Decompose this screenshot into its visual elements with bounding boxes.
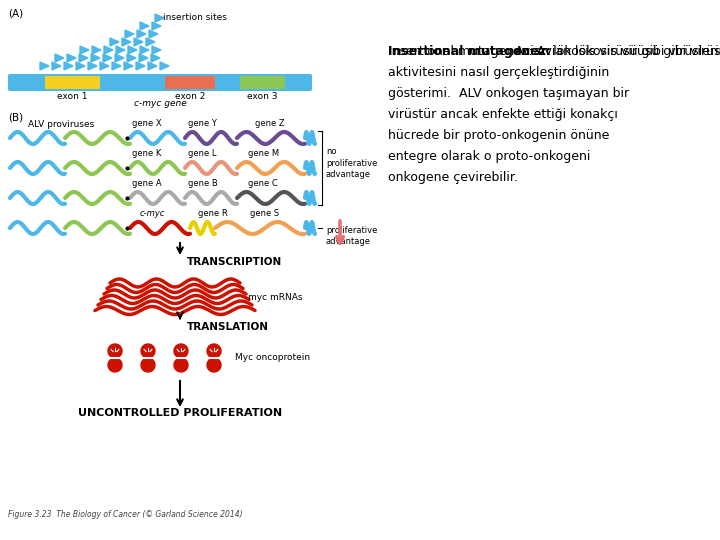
Polygon shape <box>100 62 109 70</box>
Polygon shape <box>128 46 137 54</box>
Text: gene X: gene X <box>132 119 161 128</box>
Polygon shape <box>40 62 49 70</box>
Polygon shape <box>52 62 61 70</box>
Polygon shape <box>149 30 158 38</box>
Text: no
proliferative
advantage: no proliferative advantage <box>326 147 377 179</box>
Polygon shape <box>148 62 157 70</box>
Polygon shape <box>111 347 120 355</box>
Polygon shape <box>141 344 155 358</box>
Polygon shape <box>152 22 161 30</box>
Text: entegre olarak o proto-onkogeni: entegre olarak o proto-onkogeni <box>388 150 590 163</box>
Bar <box>240 76 285 89</box>
Polygon shape <box>210 347 218 355</box>
Polygon shape <box>151 54 160 62</box>
Polygon shape <box>141 79 147 85</box>
Polygon shape <box>140 46 149 54</box>
Polygon shape <box>91 54 100 62</box>
Polygon shape <box>177 361 185 369</box>
Polygon shape <box>136 62 145 70</box>
Polygon shape <box>55 54 64 62</box>
Polygon shape <box>155 14 164 22</box>
Polygon shape <box>92 46 101 54</box>
Text: gene K: gene K <box>132 149 161 158</box>
Text: gösterimi.  ALV onkogen taşımayan bir: gösterimi. ALV onkogen taşımayan bir <box>388 87 629 100</box>
Polygon shape <box>207 344 221 358</box>
Text: Avian lökosis virüsü gibi virüslerin onkogenik: Avian lökosis virüsü gibi virüslerin onk… <box>511 45 720 58</box>
Polygon shape <box>146 38 155 46</box>
Polygon shape <box>110 38 119 46</box>
Polygon shape <box>144 347 152 355</box>
Text: exon 2: exon 2 <box>175 92 205 101</box>
Polygon shape <box>174 358 188 372</box>
Polygon shape <box>103 54 112 62</box>
Polygon shape <box>140 22 149 30</box>
Polygon shape <box>127 54 136 62</box>
Polygon shape <box>88 62 97 70</box>
Text: gene A: gene A <box>132 179 161 188</box>
Polygon shape <box>64 62 73 70</box>
Polygon shape <box>134 38 143 46</box>
Text: myc mRNAs: myc mRNAs <box>248 294 302 302</box>
Text: Figure 3.23  The Biology of Cancer (© Garland Science 2014): Figure 3.23 The Biology of Cancer (© Gar… <box>8 510 243 519</box>
Polygon shape <box>122 38 131 46</box>
Text: (B): (B) <box>8 113 23 123</box>
Polygon shape <box>139 54 148 62</box>
Text: insertion sites: insertion sites <box>163 14 227 23</box>
Text: TRANSCRIPTION: TRANSCRIPTION <box>187 257 282 267</box>
Text: gene Y: gene Y <box>188 119 217 128</box>
Polygon shape <box>207 358 221 372</box>
Text: proliferative
advantage: proliferative advantage <box>326 226 377 246</box>
Text: gene L: gene L <box>188 149 217 158</box>
Polygon shape <box>210 361 218 369</box>
Polygon shape <box>128 79 134 85</box>
Text: c-myc gene: c-myc gene <box>134 99 186 108</box>
Polygon shape <box>115 54 124 62</box>
Text: exon 3: exon 3 <box>247 92 277 101</box>
Polygon shape <box>144 361 152 369</box>
Polygon shape <box>14 79 21 85</box>
Polygon shape <box>137 30 146 38</box>
Polygon shape <box>112 62 121 70</box>
Text: Insertional mutagenez: Avian lökosis virüsü gibi virüslerin onkogenik: Insertional mutagenez: Avian lökosis vir… <box>388 45 720 58</box>
Text: ALV proviruses: ALV proviruses <box>28 120 94 129</box>
Polygon shape <box>104 46 113 54</box>
Polygon shape <box>177 347 185 355</box>
Text: Insertional mutagenez:: Insertional mutagenez: <box>388 45 551 58</box>
Text: c-myc: c-myc <box>140 209 166 218</box>
Text: (A): (A) <box>8 8 23 18</box>
Polygon shape <box>152 46 161 54</box>
Polygon shape <box>111 361 120 369</box>
Polygon shape <box>80 46 89 54</box>
Text: hücrede bir proto-onkogenin önüne: hücrede bir proto-onkogenin önüne <box>388 129 609 142</box>
Text: exon 1: exon 1 <box>57 92 87 101</box>
Polygon shape <box>141 358 155 372</box>
Text: Myc oncoprotein: Myc oncoprotein <box>235 354 310 362</box>
Text: aktivitesini nasıl gerçekleştirdiğinin: aktivitesini nasıl gerçekleştirdiğinin <box>388 66 609 79</box>
Text: gene C: gene C <box>248 179 278 188</box>
Polygon shape <box>116 46 125 54</box>
Text: virüstür ancak enfekte ettiği konakçı: virüstür ancak enfekte ettiği konakçı <box>388 108 618 121</box>
Polygon shape <box>108 358 122 372</box>
Polygon shape <box>160 62 169 70</box>
Polygon shape <box>67 54 76 62</box>
Polygon shape <box>124 62 133 70</box>
Text: gene R: gene R <box>198 209 228 218</box>
Text: gene B: gene B <box>188 179 217 188</box>
Text: TRANSLATION: TRANSLATION <box>187 322 269 332</box>
Bar <box>165 76 215 89</box>
Polygon shape <box>76 62 85 70</box>
Polygon shape <box>174 344 188 358</box>
Text: onkogene çevirebilir.: onkogene çevirebilir. <box>388 171 518 184</box>
Polygon shape <box>79 54 88 62</box>
Text: UNCONTROLLED PROLIFERATION: UNCONTROLLED PROLIFERATION <box>78 408 282 418</box>
Text: gene Z: gene Z <box>255 119 284 128</box>
Text: gene M: gene M <box>248 149 279 158</box>
FancyBboxPatch shape <box>8 74 312 91</box>
Polygon shape <box>108 344 122 358</box>
Text: gene S: gene S <box>250 209 279 218</box>
Bar <box>45 76 100 89</box>
Polygon shape <box>125 30 134 38</box>
